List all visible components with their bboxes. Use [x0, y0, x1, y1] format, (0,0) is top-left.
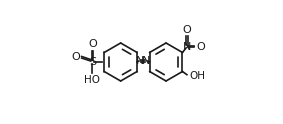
Text: OH: OH	[190, 71, 205, 81]
Text: N: N	[142, 56, 151, 66]
Text: N: N	[136, 56, 144, 66]
Text: HO: HO	[84, 75, 100, 85]
Text: O: O	[183, 25, 191, 35]
Text: O: O	[88, 39, 97, 49]
Text: S: S	[89, 57, 96, 67]
Text: O: O	[196, 42, 205, 52]
Text: O: O	[71, 52, 80, 62]
Text: N: N	[183, 42, 191, 52]
